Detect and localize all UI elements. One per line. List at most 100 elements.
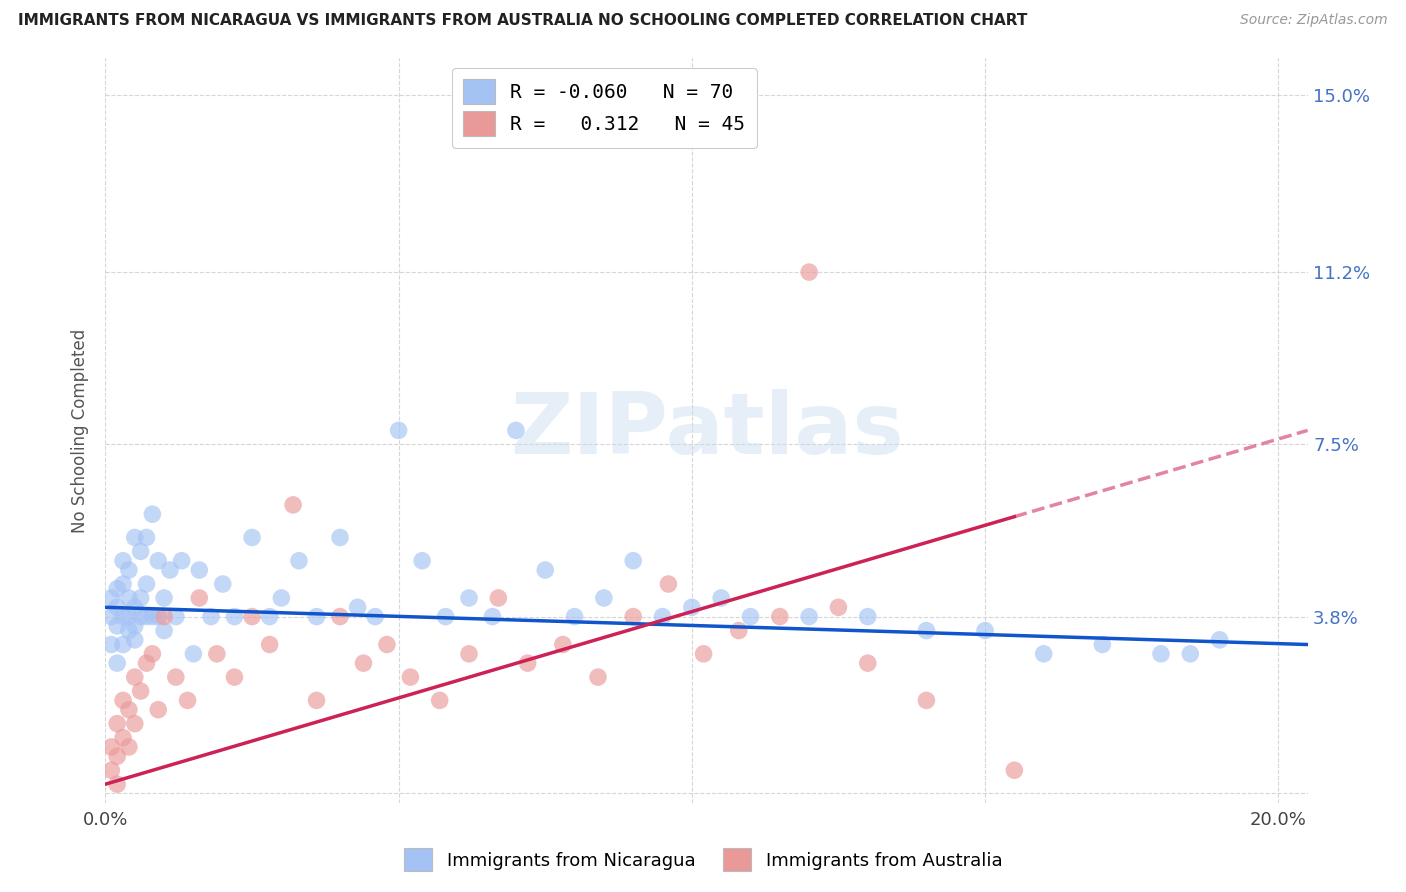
Point bbox=[281, 498, 304, 512]
Point bbox=[399, 670, 422, 684]
Point bbox=[100, 739, 122, 754]
Point bbox=[135, 577, 157, 591]
Point bbox=[856, 656, 879, 670]
Point bbox=[516, 656, 538, 670]
Point bbox=[100, 609, 122, 624]
Point bbox=[141, 647, 163, 661]
Point bbox=[305, 609, 328, 624]
Legend: Immigrants from Nicaragua, Immigrants from Australia: Immigrants from Nicaragua, Immigrants fr… bbox=[396, 841, 1010, 879]
Point bbox=[129, 591, 152, 605]
Point bbox=[188, 563, 211, 577]
Point bbox=[692, 647, 714, 661]
Point bbox=[129, 684, 152, 698]
Point bbox=[100, 638, 122, 652]
Point bbox=[727, 624, 749, 638]
Point bbox=[124, 670, 146, 684]
Point bbox=[135, 656, 157, 670]
Point bbox=[458, 647, 481, 661]
Point bbox=[141, 609, 163, 624]
Point bbox=[364, 609, 387, 624]
Point bbox=[586, 670, 609, 684]
Point bbox=[105, 777, 128, 791]
Point bbox=[153, 609, 176, 624]
Point bbox=[124, 632, 146, 647]
Point bbox=[105, 716, 128, 731]
Point bbox=[118, 609, 141, 624]
Point bbox=[915, 693, 938, 707]
Point bbox=[1208, 632, 1230, 647]
Point bbox=[353, 656, 375, 670]
Point bbox=[153, 591, 176, 605]
Point bbox=[915, 624, 938, 638]
Point bbox=[593, 591, 616, 605]
Text: IMMIGRANTS FROM NICARAGUA VS IMMIGRANTS FROM AUSTRALIA NO SCHOOLING COMPLETED CO: IMMIGRANTS FROM NICARAGUA VS IMMIGRANTS … bbox=[18, 13, 1028, 29]
Point bbox=[112, 638, 135, 652]
Point bbox=[200, 609, 222, 624]
Point bbox=[148, 703, 170, 717]
Point bbox=[129, 609, 152, 624]
Point bbox=[105, 749, 128, 764]
Point bbox=[141, 507, 163, 521]
Point bbox=[148, 554, 170, 568]
Point bbox=[270, 591, 292, 605]
Point bbox=[769, 609, 792, 624]
Point bbox=[651, 609, 673, 624]
Point bbox=[112, 577, 135, 591]
Y-axis label: No Schooling Completed: No Schooling Completed bbox=[70, 328, 89, 533]
Point bbox=[112, 609, 135, 624]
Point bbox=[329, 531, 352, 545]
Point bbox=[329, 609, 352, 624]
Point bbox=[240, 531, 263, 545]
Point bbox=[240, 609, 263, 624]
Point bbox=[118, 591, 141, 605]
Point bbox=[205, 647, 228, 661]
Point bbox=[1180, 647, 1202, 661]
Point bbox=[224, 609, 246, 624]
Point bbox=[259, 609, 281, 624]
Point bbox=[710, 591, 733, 605]
Point bbox=[797, 265, 820, 279]
Point bbox=[135, 531, 157, 545]
Point bbox=[165, 609, 187, 624]
Point bbox=[176, 693, 198, 707]
Point bbox=[486, 591, 509, 605]
Point bbox=[188, 591, 211, 605]
Point bbox=[211, 577, 233, 591]
Point bbox=[1091, 638, 1114, 652]
Point bbox=[388, 424, 411, 438]
Point bbox=[112, 554, 135, 568]
Point bbox=[105, 600, 128, 615]
Point bbox=[346, 600, 368, 615]
Point bbox=[224, 670, 246, 684]
Point bbox=[681, 600, 703, 615]
Point bbox=[148, 609, 170, 624]
Point bbox=[564, 609, 586, 624]
Point bbox=[124, 716, 146, 731]
Point bbox=[856, 609, 879, 624]
Point bbox=[135, 609, 157, 624]
Point bbox=[621, 554, 644, 568]
Point bbox=[124, 619, 146, 633]
Point bbox=[118, 703, 141, 717]
Point bbox=[153, 624, 176, 638]
Point bbox=[112, 731, 135, 745]
Point bbox=[118, 739, 141, 754]
Point bbox=[481, 609, 503, 624]
Point bbox=[1150, 647, 1173, 661]
Point bbox=[305, 693, 328, 707]
Point bbox=[797, 609, 820, 624]
Point bbox=[657, 577, 679, 591]
Point bbox=[505, 424, 527, 438]
Point bbox=[827, 600, 849, 615]
Point bbox=[259, 638, 281, 652]
Point bbox=[1002, 763, 1025, 777]
Point bbox=[129, 544, 152, 558]
Point bbox=[458, 591, 481, 605]
Point bbox=[105, 582, 128, 596]
Point bbox=[288, 554, 311, 568]
Point bbox=[621, 609, 644, 624]
Text: ZIPatlas: ZIPatlas bbox=[509, 389, 904, 472]
Point bbox=[411, 554, 433, 568]
Point bbox=[100, 591, 122, 605]
Point bbox=[124, 600, 146, 615]
